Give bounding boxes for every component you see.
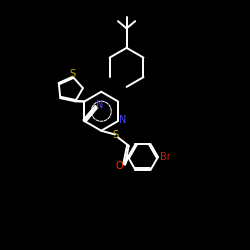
Text: S: S [112,130,118,140]
Text: Br: Br [160,152,170,162]
Text: N: N [96,100,104,110]
Text: O: O [116,160,123,170]
Text: N: N [119,115,126,125]
Text: S: S [70,69,76,79]
